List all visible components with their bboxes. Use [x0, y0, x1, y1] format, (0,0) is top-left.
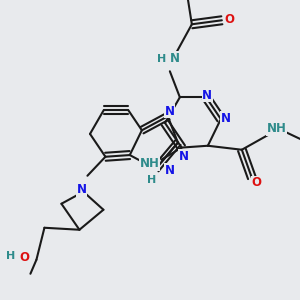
Text: N: N: [170, 52, 180, 65]
Text: N: N: [221, 112, 231, 124]
Text: N: N: [165, 105, 175, 118]
Text: O: O: [252, 176, 262, 189]
Text: N: N: [165, 164, 175, 176]
Text: O: O: [225, 13, 235, 26]
Text: H: H: [6, 251, 15, 261]
Text: H: H: [157, 54, 167, 64]
Text: H: H: [147, 175, 156, 184]
Text: N: N: [202, 89, 212, 102]
Text: NH: NH: [140, 157, 160, 170]
Text: N: N: [76, 183, 86, 196]
Text: O: O: [20, 251, 29, 264]
Text: N: N: [179, 149, 189, 163]
Text: NH: NH: [267, 122, 287, 135]
